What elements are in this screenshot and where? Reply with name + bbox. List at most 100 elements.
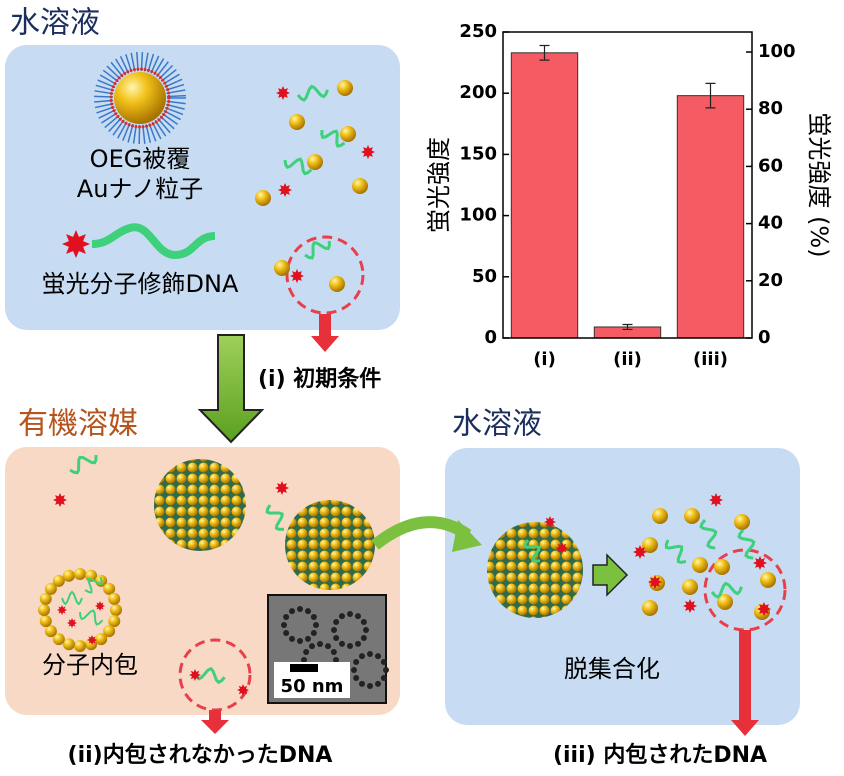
au-particle xyxy=(74,640,86,652)
fluorophore xyxy=(62,230,90,258)
ligand-tip xyxy=(148,123,152,127)
label: 蛍光分子修飾DNA xyxy=(42,270,239,298)
tem-dot xyxy=(305,635,311,642)
fluorophore xyxy=(278,183,292,197)
y2-tick-label: 20 xyxy=(758,270,783,291)
highlight xyxy=(703,548,787,632)
ligand-tip xyxy=(121,119,125,123)
ligand-tip xyxy=(109,95,113,99)
y2-tick-label: 0 xyxy=(758,327,771,348)
ligand-tip xyxy=(153,71,157,75)
fluorophore xyxy=(276,86,290,100)
tem-dot xyxy=(375,653,381,660)
au-particle xyxy=(289,114,305,130)
ligand-tip xyxy=(109,91,113,95)
au-particle xyxy=(110,604,122,616)
ligand-tip xyxy=(123,71,127,75)
au-particle xyxy=(692,557,708,573)
label: 脱集合化 xyxy=(564,655,660,683)
ligand-tip xyxy=(143,67,147,71)
tem-dot xyxy=(380,675,387,681)
dna xyxy=(304,240,331,260)
arrow xyxy=(452,520,482,552)
au-particle xyxy=(329,276,345,292)
ligand-tip xyxy=(124,121,128,125)
au-particle xyxy=(108,615,121,628)
bar xyxy=(510,52,579,339)
ligand-tip xyxy=(127,123,131,127)
tem-dot xyxy=(347,611,353,617)
au-particle xyxy=(274,260,290,276)
au-particle xyxy=(717,594,733,610)
tem-dot xyxy=(355,613,361,620)
tem-dot xyxy=(289,635,295,642)
tem-dot xyxy=(301,657,307,663)
dna xyxy=(523,539,541,563)
dna xyxy=(91,223,216,260)
fluorophore xyxy=(361,145,375,159)
ligand-tip xyxy=(130,124,134,128)
tem-dot xyxy=(355,640,361,647)
scale-label: 50 nm xyxy=(281,676,344,697)
au-particle xyxy=(103,582,116,595)
ligand-tip xyxy=(110,88,114,92)
ligand-tip xyxy=(164,110,168,114)
ligand-tip xyxy=(146,68,150,72)
tem-dot xyxy=(281,622,287,628)
ligand-tip xyxy=(115,79,119,83)
ligand-tip xyxy=(164,84,168,88)
step-label: (ii)内包されなかったDNA xyxy=(68,742,333,768)
tem-dot xyxy=(289,608,295,615)
label: Auナノ粒子 xyxy=(77,175,203,203)
assembly xyxy=(487,522,583,618)
au-particle xyxy=(62,638,75,651)
tem-dot xyxy=(367,651,373,657)
dna xyxy=(296,84,329,102)
tem-dot xyxy=(353,659,360,665)
au-particle xyxy=(38,604,50,616)
tem-dot xyxy=(313,622,319,628)
fluorophore xyxy=(87,635,97,645)
error-bar xyxy=(622,323,633,331)
tem-dot xyxy=(363,627,369,633)
au-particle xyxy=(44,625,57,638)
tem-dot xyxy=(359,680,365,687)
ligand-tip xyxy=(141,125,145,129)
ligand-tip xyxy=(129,68,133,72)
tem-dot xyxy=(360,635,367,641)
ligand-tip xyxy=(113,82,117,85)
tem-dot xyxy=(310,630,317,636)
ligand-tip xyxy=(163,81,167,85)
step-label: (iii) 内包されたDNA xyxy=(553,742,767,768)
label: 分子内包 xyxy=(42,651,138,679)
au-particle xyxy=(52,574,65,587)
axes-frame xyxy=(502,31,753,339)
ligand-tip xyxy=(167,100,171,104)
tem-dot xyxy=(347,643,353,649)
au-particle xyxy=(682,579,698,595)
arrow xyxy=(311,314,339,352)
au-particle xyxy=(352,178,368,194)
ligand-tip xyxy=(111,85,115,89)
tem-dot xyxy=(339,640,345,647)
tem-dot xyxy=(297,638,303,644)
ligand-tip xyxy=(109,99,113,103)
chart: (i) (ii) (iii) 0 50 100 150 200 250 0 20 40 60 80 100 蛍… xyxy=(425,21,833,370)
step-label: (i) 初期条件 xyxy=(258,366,381,392)
au-particle xyxy=(340,126,356,142)
assembly xyxy=(154,459,246,551)
ligand-tip xyxy=(156,73,160,77)
y-axis-label: 蛍光強度 xyxy=(425,137,453,233)
au-particle xyxy=(255,190,271,206)
tem-dot xyxy=(333,635,340,641)
au-particle xyxy=(642,600,658,616)
y-tick-label: 100 xyxy=(459,205,497,226)
tem-dot xyxy=(309,643,315,650)
au-particle xyxy=(39,592,52,605)
tem-dot xyxy=(297,606,303,612)
tem-dot xyxy=(353,675,360,681)
y-tick-label: 250 xyxy=(459,21,497,42)
au-particle xyxy=(337,80,353,96)
dna xyxy=(320,129,346,148)
tem-dot xyxy=(333,657,339,663)
